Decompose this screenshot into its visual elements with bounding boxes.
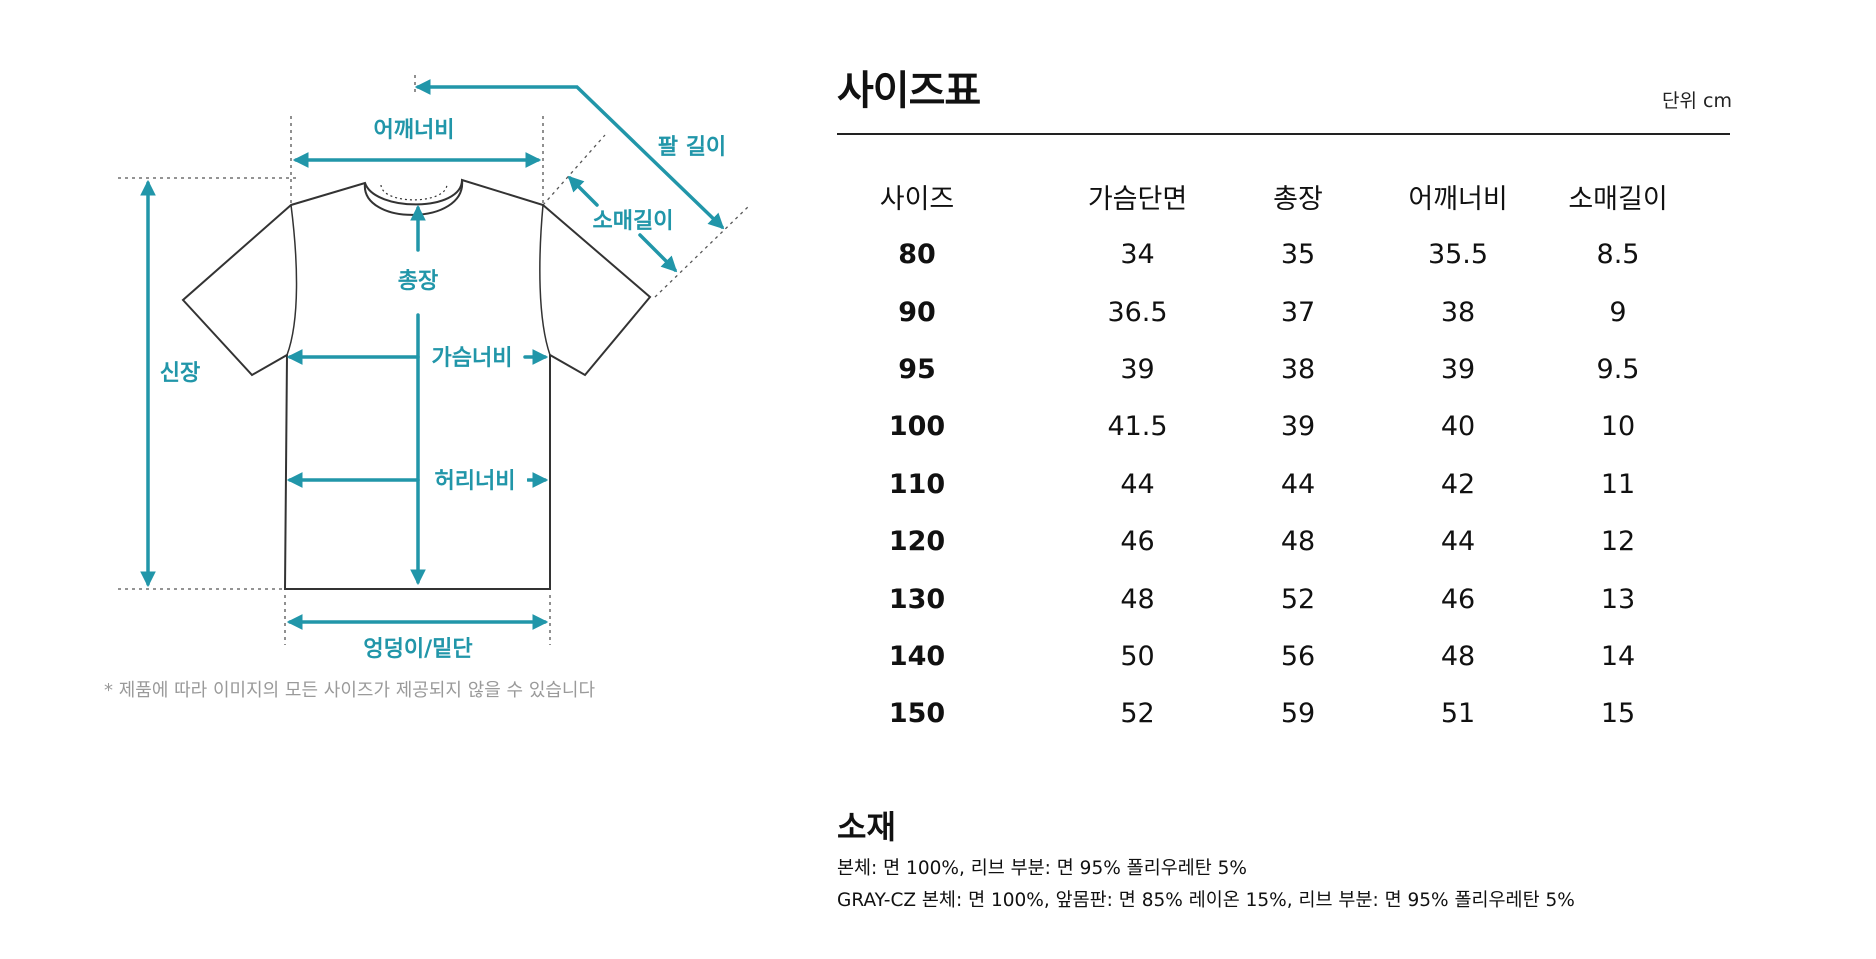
cell-size: 90	[898, 296, 936, 328]
cell-chest: 41.5	[1107, 411, 1168, 443]
cell-shoulder: 40	[1440, 411, 1476, 443]
size-table-title: 사이즈표	[837, 68, 981, 114]
title-divider	[837, 133, 1730, 135]
tshirt-measurement-diagram: 어깨너비 팔 길이 소매길이 총장 신장 가슴너비 허리너비 엉덩이/밑단	[118, 75, 751, 662]
cell-shoulder: 48	[1440, 640, 1476, 672]
header-sleeve: 소매길이	[1568, 183, 1668, 215]
cell-sleeve: 8.5	[1596, 239, 1640, 271]
cell-chest: 34	[1120, 239, 1155, 271]
cell-sleeve: 9	[1609, 296, 1627, 328]
arm-length-arrow	[414, 79, 725, 230]
cell-sleeve: 15	[1600, 698, 1636, 730]
table-header-row: 사이즈 가슴단면 총장 어깨너비 소매길이	[837, 166, 1730, 226]
table-row: 130 48 52 46 13	[837, 570, 1730, 627]
shoulder-label: 어깨너비	[374, 118, 455, 143]
material-line-2: GRAY-CZ 본체: 면 100%, 앞몸판: 면 85% 레이온 15%, …	[837, 890, 1575, 911]
arm-length-label: 팔 길이	[658, 135, 726, 160]
cell-total-length: 44	[1280, 468, 1316, 500]
cell-shoulder: 51	[1440, 698, 1476, 730]
size-table: 사이즈 가슴단면 총장 어깨너비 소매길이 80 34 35 35.5 8.5 90 36.…	[837, 166, 1730, 743]
cell-size: 110	[888, 468, 946, 500]
cell-size: 130	[888, 583, 946, 615]
cell-shoulder: 35.5	[1427, 239, 1489, 271]
header-size: 사이즈	[879, 183, 955, 215]
cell-chest: 36.5	[1107, 296, 1168, 328]
cell-total-length: 38	[1280, 353, 1316, 385]
table-row: 80 34 35 35.5 8.5	[837, 226, 1730, 283]
total-length-label: 총장	[398, 269, 438, 294]
sleeve-arrow-top	[567, 175, 599, 207]
waist-label: 허리너비	[435, 469, 516, 494]
cell-chest: 44	[1120, 468, 1155, 500]
table-row: 150 52 59 51 15	[837, 685, 1730, 742]
cell-chest: 46	[1120, 526, 1155, 558]
unit-label: 단위 cm	[1662, 90, 1732, 112]
cell-sleeve: 12	[1600, 526, 1636, 558]
cell-total-length: 59	[1280, 698, 1316, 730]
height-label: 신장	[160, 361, 200, 386]
table-row: 120 46 48 44 12	[837, 513, 1730, 570]
table-row: 100 41.5 39 40 10	[837, 398, 1730, 455]
cell-size: 95	[898, 353, 936, 385]
material-line-1: 본체: 면 100%, 리브 부분: 면 95% 폴리우레탄 5%	[837, 858, 1248, 879]
table-row: 90 36.5 37 38 9	[837, 283, 1730, 340]
material-title: 소재	[837, 808, 896, 846]
cell-total-length: 56	[1280, 640, 1316, 672]
cell-shoulder: 38	[1440, 296, 1476, 328]
cell-total-length: 39	[1280, 411, 1316, 443]
sleeve-arrow-bottom	[638, 233, 678, 273]
cell-chest: 50	[1120, 640, 1155, 672]
cell-sleeve: 13	[1600, 583, 1636, 615]
header-total-length: 총장	[1273, 183, 1323, 215]
cell-chest: 39	[1120, 353, 1155, 385]
cell-total-length: 37	[1280, 296, 1316, 328]
cell-size: 80	[898, 239, 936, 271]
cell-shoulder: 46	[1440, 583, 1476, 615]
cell-shoulder: 42	[1440, 468, 1476, 500]
cell-total-length: 48	[1280, 526, 1316, 558]
cell-chest: 48	[1120, 583, 1155, 615]
header-shoulder: 어깨너비	[1408, 183, 1508, 215]
table-row: 110 44 44 42 11	[837, 456, 1730, 513]
cell-size: 100	[888, 411, 946, 443]
cell-total-length: 35	[1280, 239, 1316, 271]
table-row: 140 50 56 48 14	[837, 628, 1730, 685]
cell-size: 120	[888, 526, 946, 558]
cell-total-length: 52	[1280, 583, 1316, 615]
hem-label: 엉덩이/밑단	[363, 637, 472, 662]
cell-sleeve: 9.5	[1596, 353, 1640, 385]
chest-label: 가슴너비	[432, 346, 513, 371]
diagram-disclaimer: * 제품에 따라 이미지의 모든 사이즈가 제공되지 않을 수 있습니다	[104, 680, 596, 701]
cell-shoulder: 39	[1440, 353, 1476, 385]
cell-chest: 52	[1120, 698, 1155, 730]
table-row: 95 39 38 39 9.5	[837, 341, 1730, 398]
cell-sleeve: 10	[1600, 411, 1636, 443]
cell-sleeve: 14	[1600, 640, 1636, 672]
header-chest: 가슴단면	[1087, 183, 1188, 215]
cell-sleeve: 11	[1600, 468, 1636, 500]
cell-size: 140	[888, 640, 946, 672]
cell-size: 150	[888, 698, 946, 730]
sleeve-length-label: 소매길이	[593, 209, 674, 234]
cell-shoulder: 44	[1440, 526, 1476, 558]
